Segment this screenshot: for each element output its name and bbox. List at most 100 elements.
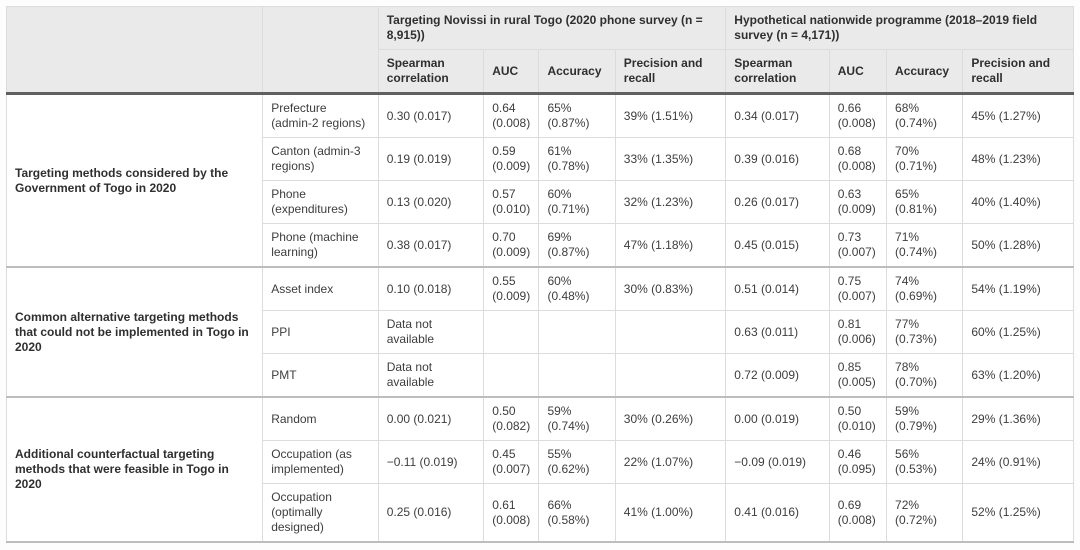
value-cell: 0.00 (0.019): [725, 396, 830, 441]
corner-cell-method: [262, 6, 379, 95]
metric-header-spearman-2: Spearman correlation: [725, 49, 830, 95]
value-cell: 0.50 (0.010): [828, 396, 888, 441]
metric-header-auc-1: AUC: [483, 49, 540, 95]
value-cell: −0.09 (0.019): [725, 440, 830, 484]
value-cell: [538, 310, 616, 354]
value-cell: 30% (0.26%): [614, 396, 727, 441]
row-group-label: Additional counterfactual targeting meth…: [5, 396, 264, 543]
value-cell: 0.81 (0.006): [828, 310, 888, 354]
value-cell: 70% (0.71%): [886, 137, 964, 181]
value-cell: 39% (1.51%): [614, 92, 727, 138]
results-table: Targeting Novissi in rural Togo (2020 ph…: [5, 6, 1074, 543]
value-cell: 32% (1.23%): [614, 180, 727, 224]
value-cell: 0.68 (0.008): [828, 137, 888, 181]
column-group-title-novissi: Targeting Novissi in rural Togo (2020 ph…: [377, 6, 727, 50]
value-cell: 0.45 (0.007): [483, 440, 540, 484]
value-cell: 0.63 (0.011): [725, 310, 830, 354]
value-cell: 0.75 (0.007): [828, 266, 888, 311]
value-cell: 30% (0.83%): [614, 266, 727, 311]
value-cell: 0.73 (0.007): [828, 223, 888, 268]
value-cell: [483, 310, 540, 354]
row-label: PMT: [262, 353, 379, 398]
table-row: Targeting methods considered by the Gove…: [5, 92, 1074, 268]
value-cell: 47% (1.18%): [614, 223, 727, 268]
metric-header-precision-2: Precision and recall: [962, 49, 1074, 95]
value-cell: 65% (0.87%): [538, 92, 616, 138]
value-cell: 0.41 (0.016): [725, 483, 830, 543]
value-cell: [614, 353, 727, 398]
value-cell: 0.30 (0.017): [377, 92, 485, 138]
table-row: Common alternative targeting methods tha…: [5, 266, 1074, 398]
value-cell: 50% (1.28%): [962, 223, 1074, 268]
metric-header-row: Spearman correlation AUC Accuracy Precis…: [7, 49, 1074, 95]
value-cell: 69% (0.87%): [538, 223, 616, 268]
value-cell: 48% (1.23%): [962, 137, 1074, 181]
value-cell: 71% (0.74%): [886, 223, 964, 268]
value-cell: −0.11 (0.019): [377, 440, 485, 484]
value-cell: 45% (1.27%): [962, 92, 1074, 138]
value-cell: 22% (1.07%): [614, 440, 727, 484]
table-row: PMT Data not available 0.72 (0.009) 0.85 (0…: [7, 353, 1074, 398]
row-label: Phone (expenditures): [262, 180, 379, 224]
value-cell: [538, 353, 616, 398]
row-label: Prefecture (admin-2 regions): [262, 92, 379, 138]
value-cell: 0.70 (0.009): [483, 223, 540, 268]
value-cell: 0.51 (0.014): [725, 266, 830, 311]
value-cell: 59% (0.74%): [538, 396, 616, 441]
value-cell: 0.72 (0.009): [725, 353, 830, 398]
value-cell: 74% (0.69%): [886, 266, 964, 311]
row-label: Occupation (as implemented): [262, 440, 379, 484]
value-cell: 65% (0.81%): [886, 180, 964, 224]
row-label: Phone (machine learning): [262, 223, 379, 268]
row-label: PPI: [262, 310, 379, 354]
table-row: Additional counterfactual targeting meth…: [5, 396, 1074, 543]
value-cell: 0.61 (0.008): [483, 483, 540, 543]
value-cell: 68% (0.74%): [886, 92, 964, 138]
table-row: Phone (machine learning) 0.38 (0.017) 0.70…: [7, 223, 1074, 268]
metric-header-precision-1: Precision and recall: [614, 49, 727, 95]
table-row: Canton (admin-3 regions) 0.19 (0.019) 0.59…: [7, 137, 1074, 181]
value-cell: 0.66 (0.008): [828, 92, 888, 138]
value-cell: 29% (1.36%): [962, 396, 1074, 441]
value-cell: [614, 310, 727, 354]
value-cell: 0.26 (0.017): [725, 180, 830, 224]
value-cell: 0.38 (0.017): [377, 223, 485, 268]
value-cell: 72% (0.72%): [886, 483, 964, 543]
table-row: PPI Data not available 0.63 (0.011) 0.81 (0…: [7, 310, 1074, 354]
metric-header-accuracy-1: Accuracy: [538, 49, 616, 95]
value-cell: 52% (1.25%): [962, 483, 1074, 543]
value-cell: [483, 353, 540, 398]
value-cell: 0.64 (0.008): [483, 92, 540, 138]
value-cell: 63% (1.20%): [962, 353, 1074, 398]
value-cell: 0.46 (0.095): [828, 440, 888, 484]
row-label: Random: [262, 396, 379, 441]
value-cell: 60% (0.71%): [538, 180, 616, 224]
value-cell: 0.13 (0.020): [377, 180, 485, 224]
row-label: Canton (admin-3 regions): [262, 137, 379, 181]
value-cell: 24% (0.91%): [962, 440, 1074, 484]
value-cell: 0.50 (0.082): [483, 396, 540, 441]
value-cell: 0.63 (0.009): [828, 180, 888, 224]
table-row: Occupation (as implemented) −0.11 (0.019)…: [7, 440, 1074, 484]
metric-header-accuracy-2: Accuracy: [886, 49, 964, 95]
value-cell: 0.19 (0.019): [377, 137, 485, 181]
value-cell: 0.00 (0.021): [377, 396, 485, 441]
value-cell: 0.25 (0.016): [377, 483, 485, 543]
row-label: Occupation (optimally designed): [262, 483, 379, 543]
value-cell: 54% (1.19%): [962, 266, 1074, 311]
value-cell: 61% (0.78%): [538, 137, 616, 181]
table-row: Occupation (optimally designed) 0.25 (0.0…: [7, 483, 1074, 543]
value-cell: 78% (0.70%): [886, 353, 964, 398]
value-cell: Data not available: [377, 353, 485, 398]
table-row: Phone (expenditures) 0.13 (0.020) 0.57 (0.…: [7, 180, 1074, 224]
value-cell: Data not available: [377, 310, 485, 354]
value-cell: 41% (1.00%): [614, 483, 727, 543]
column-group-row: Targeting Novissi in rural Togo (2020 ph…: [5, 6, 1074, 95]
value-cell: 0.55 (0.009): [483, 266, 540, 311]
row-label: Asset index: [262, 266, 379, 311]
value-cell: 66% (0.58%): [538, 483, 616, 543]
value-cell: 0.10 (0.018): [377, 266, 485, 311]
value-cell: 77% (0.73%): [886, 310, 964, 354]
row-group-label: Targeting methods considered by the Gove…: [5, 92, 264, 268]
